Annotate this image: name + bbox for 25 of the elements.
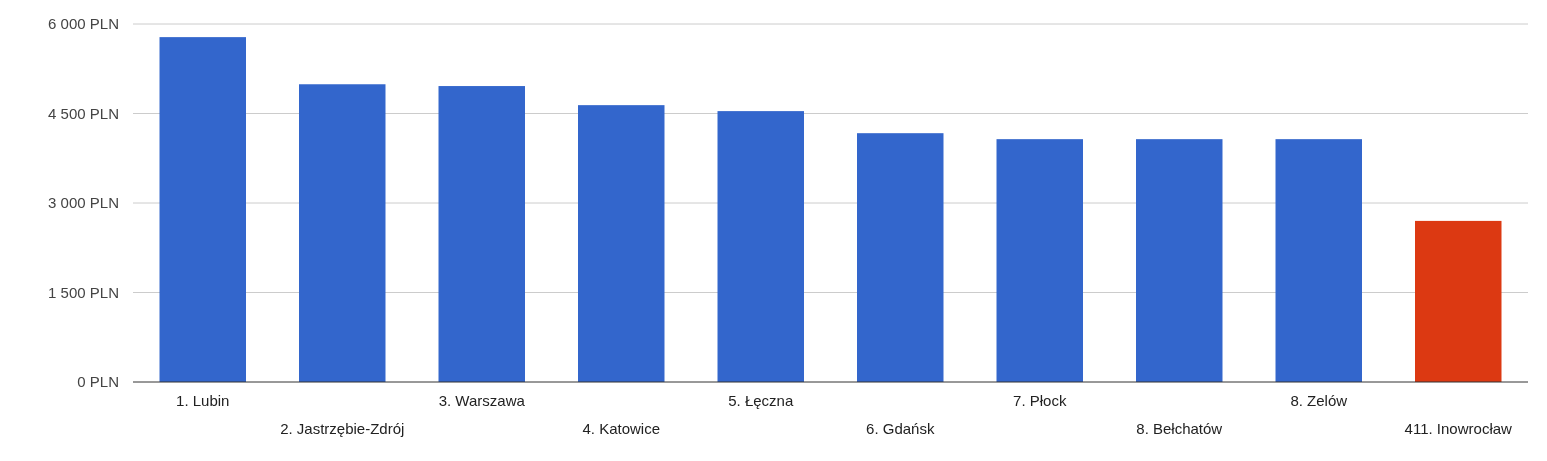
x-tick-label: 2. Jastrzębie-Zdrój [280,420,405,437]
bar [299,84,386,382]
x-tick-label: 3. Warszawa [438,392,526,409]
bar [438,86,525,382]
bar [1275,139,1362,382]
bar [1415,220,1502,382]
bar [578,105,665,382]
bar [857,133,944,382]
x-tick-label: 4. Katowice [582,420,661,437]
y-tick-label: 6 000 PLN [48,15,119,33]
x-tick-label: 1. Lubin [176,392,230,409]
x-tick-label: 8. Zelów [1290,392,1348,409]
x-tick-label: 411. Inowrocław [1404,420,1513,437]
y-tick-label: 3 000 PLN [48,194,119,212]
x-tick-label: 6. Gdańsk [866,420,935,437]
y-tick-label: 4 500 PLN [48,104,119,122]
bar [1136,139,1223,382]
x-tick-label: 8. Bełchatów [1136,420,1223,437]
bar [717,111,804,382]
bar [159,37,246,382]
x-tick-label: 7. Płock [1013,392,1067,409]
x-tick-label: 5. Łęczna [728,392,794,409]
y-tick-label: 0 PLN [77,373,119,391]
y-tick-label: 1 500 PLN [48,283,119,301]
bar [996,139,1083,382]
